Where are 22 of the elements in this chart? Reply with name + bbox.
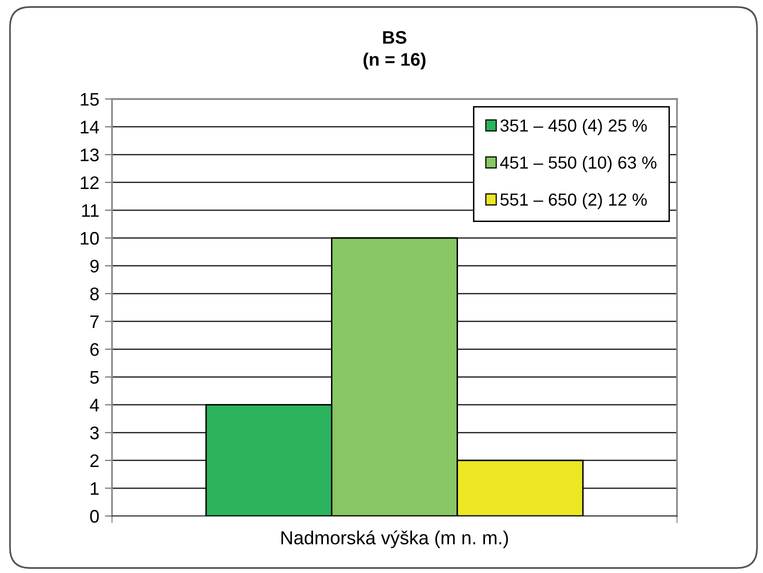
legend-label: 451 – 550 (10) 63 % [500, 156, 656, 172]
y-tick-label: 10 [80, 232, 99, 245]
y-tick-label: 9 [90, 260, 99, 273]
y-tick-label: 3 [90, 426, 99, 440]
y-tick-label: 5 [90, 371, 99, 384]
y-tick-label: 1 [90, 482, 99, 495]
y-tick-label: 0 [90, 510, 99, 523]
legend-label: 351 – 450 (4) 25 % [500, 118, 647, 136]
y-tick-label: 14 [80, 120, 99, 134]
y-tick-label: 13 [80, 148, 99, 162]
chart-title: BS [383, 31, 406, 44]
y-tick-label: 7 [90, 316, 99, 328]
chart-subtitle: (n = 16) [364, 52, 426, 70]
y-tick-label: 12 [80, 176, 99, 189]
y-tick-label: 2 [90, 454, 99, 467]
y-tick-label: 6 [90, 343, 99, 356]
y-tick-label: 11 [82, 204, 99, 217]
x-axis-title: Nadmorská výška (m n. m.) [281, 530, 508, 548]
y-tick-label: 15 [80, 93, 99, 106]
legend-label: 551 – 650 (2) 12 % [500, 193, 647, 210]
y-tick-label: 4 [90, 398, 99, 412]
y-tick-label: 8 [90, 288, 99, 300]
